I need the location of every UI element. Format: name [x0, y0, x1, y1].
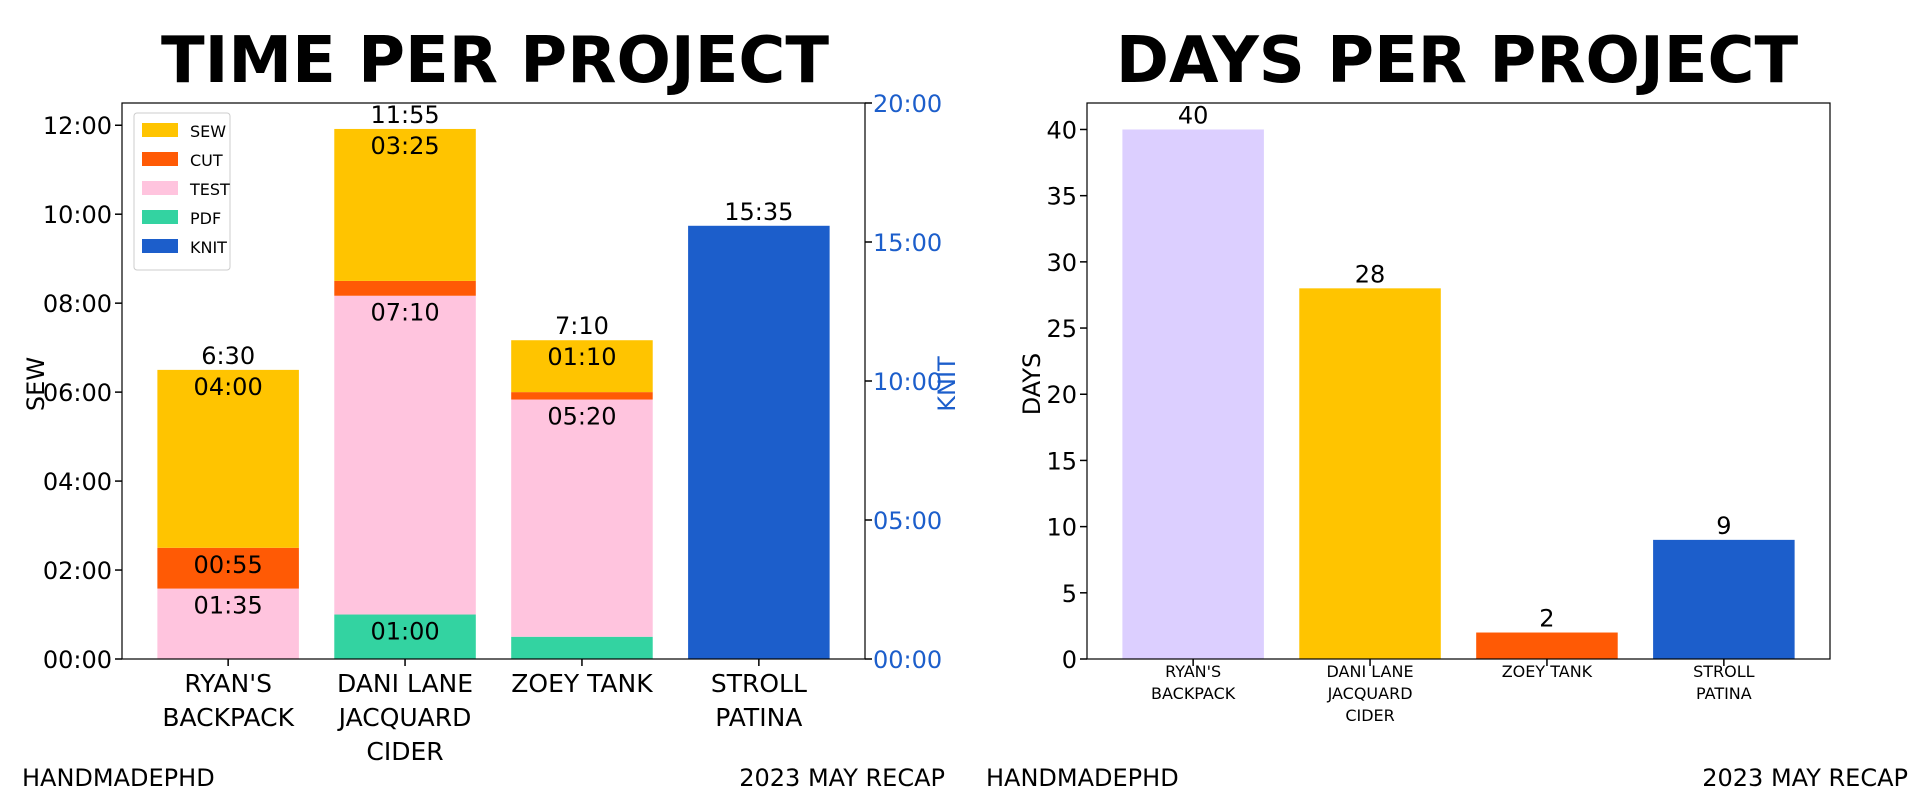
chart1-legend-swatch: [142, 210, 178, 224]
chart1-bar-cut: [334, 280, 476, 296]
chart1-y2-tick-label: 10:00: [873, 368, 942, 396]
chart1-legend-label: SEW: [190, 122, 226, 141]
chart1-segment-label: 01:00: [370, 618, 439, 646]
chart1-bar-test: [511, 399, 653, 637]
chart1-y2-tick-label: 15:00: [873, 229, 942, 257]
chart2-y-tick-label: 40: [1046, 116, 1077, 144]
chart2-title: DAYS PER PROJECT: [1116, 24, 1799, 98]
chart2-footer-right: 2023 MAY RECAP: [1702, 764, 1908, 792]
chart1-plot: 00:00 02:00 04:00 06:00 08:00 10:00 12:00 00:00…: [43, 90, 942, 766]
chart1-bar-pdf: [511, 636, 653, 659]
chart2-value-label: 28: [1355, 260, 1386, 288]
chart1-total-label: 15:35: [724, 198, 793, 226]
chart1-bar-test: [334, 295, 476, 615]
chart2-y-tick-label: 15: [1046, 447, 1077, 475]
chart2-y-tick-label: 5: [1062, 580, 1077, 608]
chart2-value-label: 2: [1539, 605, 1554, 633]
chart1-y-axis-label: SEW: [22, 357, 50, 411]
chart2-y-tick-label: 20: [1046, 381, 1077, 409]
chart2-x-tick-label: ZOEY TANK: [1502, 662, 1593, 681]
chart1-bar-sew: [334, 128, 476, 281]
chart1-segment-label: 07:10: [370, 299, 439, 327]
chart1-y-tick-label: 10:00: [43, 201, 112, 229]
chart2-x-tick-label: STROLL PATINA: [1693, 662, 1755, 703]
chart2-bar: [1653, 539, 1795, 659]
chart1-bar-cut: [157, 547, 299, 589]
chart2-bar: [1299, 288, 1441, 659]
chart1-legend-swatch: [142, 239, 178, 253]
chart2-y-tick-label: 10: [1046, 514, 1077, 542]
chart2-bar: [1122, 129, 1264, 659]
chart1-legend-label: PDF: [190, 209, 221, 228]
chart1-x-tick-label: RYAN'S BACKPACK: [162, 669, 294, 732]
chart1-y-tick-label: 04:00: [43, 468, 112, 496]
chart1-y2-tick-label: 20:00: [873, 90, 942, 118]
chart1-segment-label: 00:55: [194, 551, 263, 579]
chart1-bar-cut: [511, 392, 653, 400]
chart1-legend-swatch: [142, 181, 178, 195]
chart1-total-label: 11:55: [370, 101, 439, 129]
chart1-footer-left: HANDMADEPHD: [22, 764, 215, 792]
chart1-legend-swatch: [142, 123, 178, 137]
chart1-segment-label: 01:35: [194, 592, 263, 620]
chart1-x-tick-label: ZOEY TANK: [511, 669, 653, 698]
chart1-y-tick-label: 08:00: [43, 290, 112, 318]
chart1-legend-label: KNIT: [190, 238, 227, 257]
chart2-y-tick-label: 35: [1046, 183, 1077, 211]
chart2-value-label: 40: [1178, 101, 1209, 129]
chart1-x-tick-label: STROLL PATINA: [711, 669, 807, 732]
chart1-y-tick-label: 02:00: [43, 557, 112, 585]
chart2-y-axis-label: DAYS: [1018, 353, 1046, 416]
chart1-y-tick-label: 00:00: [43, 646, 112, 674]
chart1-legend-label: CUT: [190, 151, 223, 170]
chart1-y-tick-label: 12:00: [43, 112, 112, 140]
chart2-y-tick-label: 0: [1062, 646, 1077, 674]
chart2-footer-left: HANDMADEPHD: [986, 764, 1179, 792]
chart1-bar-knit: [688, 225, 830, 660]
chart1-segment-label: 04:00: [194, 373, 263, 401]
chart2-y-tick-label: 25: [1046, 315, 1077, 343]
chart1-x-tick-label: DANI LANE JACQUARD CIDER: [337, 669, 473, 766]
chart2-frame: [1086, 102, 1831, 660]
chart1-total-label: 6:30: [201, 342, 255, 370]
chart1-total-label: 7:10: [555, 312, 609, 340]
chart2-x-tick-label: RYAN'S BACKPACK: [1151, 662, 1236, 703]
chart1-y2-tick-label: 00:00: [873, 646, 942, 674]
chart1-y2-axis-label: KNIT: [933, 356, 961, 412]
chart2-plot: 0 5 10 15 20 25 30 35 40 40 28 2 9 RYAN'S BACKPACK DANI…: [1046, 101, 1831, 725]
chart1-y2-tick-label: 05:00: [873, 507, 942, 535]
chart1-bar-test: [157, 588, 299, 659]
chart1-legend-label: TEST: [189, 180, 230, 199]
chart1-segment-label: 05:20: [547, 403, 616, 431]
chart1-segment-label: 01:10: [547, 343, 616, 371]
chart1-title: TIME PER PROJECT: [161, 24, 829, 98]
chart1-bar-pdf: [334, 614, 476, 659]
chart1-segment-label: 03:25: [370, 132, 439, 160]
chart1-legend-swatch: [142, 152, 178, 166]
chart2-y-tick-label: 30: [1046, 249, 1077, 277]
chart1-bar-sew: [511, 340, 653, 393]
chart1-frame: [121, 102, 866, 660]
chart2-value-label: 9: [1716, 512, 1731, 540]
chart2-x-tick-label: DANI LANE JACQUARD CIDER: [1327, 662, 1414, 725]
chart1-y-tick-label: 06:00: [43, 379, 112, 407]
chart1-footer-right: 2023 MAY RECAP: [739, 764, 945, 792]
chart1-bar-sew: [157, 369, 299, 548]
chart2-bar: [1476, 632, 1618, 659]
